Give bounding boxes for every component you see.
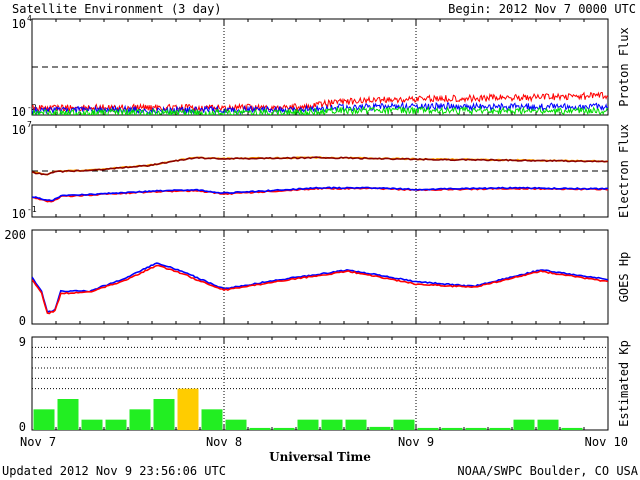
kp-bar [345, 419, 367, 430]
series-line [32, 187, 608, 203]
y-tick-bottom: 10 [12, 207, 26, 221]
y-tick-top-exponent: 7 [27, 120, 32, 129]
series-line [32, 264, 608, 315]
series-line [32, 105, 608, 115]
kp-bar [273, 427, 295, 430]
kp-bar [513, 419, 535, 430]
y-axis-label: GOES Hp [617, 252, 631, 303]
y-tick-bottom: 10 [12, 105, 26, 119]
series-line [32, 91, 608, 114]
x-axis-title: Universal Time [269, 450, 371, 464]
kp-bar [33, 409, 55, 430]
y-tick-bottom: 0 [19, 314, 26, 328]
credit-text: NOAA/SWPC Boulder, CO USA [457, 464, 638, 478]
y-tick-bottom-exponent: -1 [27, 205, 37, 214]
x-tick-label: Nov 10 [585, 435, 628, 449]
series-line [32, 156, 608, 176]
y-tick-top: 200 [4, 228, 26, 242]
y-axis-label: Electron Flux [617, 124, 631, 218]
kp-bar [249, 427, 271, 430]
begin-time: Begin: 2012 Nov 7 0000 UTC [448, 2, 636, 16]
panel-frame [31, 18, 609, 116]
panel-4: 9 0 Estimated Kp [19, 335, 631, 434]
kp-bar [297, 419, 319, 430]
kp-bar [105, 419, 127, 430]
panel-frame [31, 336, 609, 431]
kp-bar [129, 409, 151, 430]
y-tick-top: 9 [19, 335, 26, 349]
kp-bar [201, 409, 223, 430]
kp-bar [441, 427, 463, 430]
x-tick-label: Nov 7 [20, 435, 56, 449]
kp-bar [417, 427, 439, 430]
updated-timestamp: Updated 2012 Nov 9 23:56:06 UTC [2, 464, 226, 478]
series-line [32, 156, 608, 176]
y-tick-top-exponent: 4 [27, 14, 32, 23]
kp-bar [153, 399, 175, 430]
chart-title: Satellite Environment (3 day) [12, 2, 222, 16]
kp-bar [537, 419, 559, 430]
y-axis-label: Proton Flux [617, 27, 631, 106]
kp-bar [225, 419, 247, 430]
y-tick-bottom-exponent: -2 [27, 103, 37, 112]
x-tick-label: Nov 8 [206, 435, 242, 449]
kp-bar [369, 426, 391, 430]
kp-bar [81, 419, 103, 430]
kp-bar [57, 399, 79, 430]
series-line [32, 186, 608, 202]
panel-2: 10 710 -1 Electron Flux [12, 120, 631, 221]
kp-bar [321, 419, 343, 430]
x-tick-label: Nov 9 [398, 435, 434, 449]
y-tick-bottom: 0 [19, 420, 26, 434]
kp-bar [489, 427, 511, 430]
y-axis-label: Estimated Kp [617, 340, 631, 427]
panel-3: 200 0 GOES Hp [4, 228, 631, 328]
series-line [32, 262, 608, 314]
panel-frame [31, 124, 609, 218]
kp-bar [465, 427, 487, 430]
y-tick-top: 10 [12, 17, 26, 31]
kp-bar [393, 419, 415, 430]
kp-bar [561, 427, 583, 430]
y-tick-top: 10 [12, 123, 26, 137]
kp-bar [177, 388, 199, 430]
